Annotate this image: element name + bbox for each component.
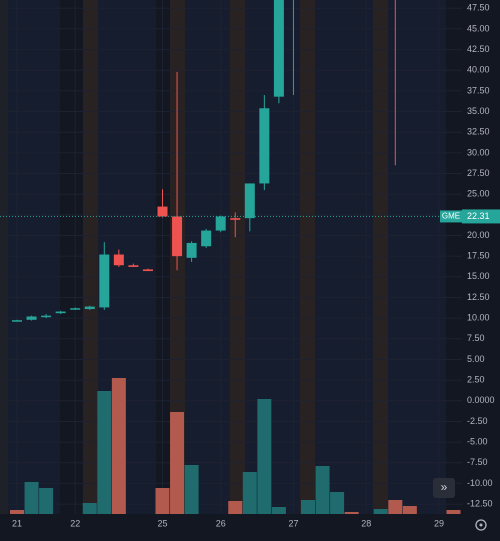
x-tick-label: 29 xyxy=(434,518,444,528)
y-tick-label: 15.00 xyxy=(467,271,490,281)
candle-body xyxy=(186,242,197,258)
volume-bar xyxy=(257,399,272,514)
candle-body xyxy=(157,206,168,217)
candle-body xyxy=(26,316,37,320)
x-tick-label: 21 xyxy=(12,518,22,528)
price-label: 22.31 xyxy=(467,211,490,221)
volume-bar xyxy=(184,465,199,514)
axes: 47.50 45.00 42.50 40.00 37.50 35.00 32.50 30.00… xyxy=(12,3,500,528)
candle-body xyxy=(244,183,255,219)
price-tag xyxy=(462,209,500,224)
x-tick-label: 26 xyxy=(216,518,226,528)
volume-bar xyxy=(82,503,97,514)
volume-bar xyxy=(39,488,54,514)
volume-bar xyxy=(271,507,286,514)
y-tick-label: 12.50 xyxy=(467,292,490,302)
candle-body xyxy=(55,311,66,314)
volume-bar xyxy=(10,510,24,514)
y-tick-label: 0.0000 xyxy=(467,395,495,405)
y-tick-label: 7.50 xyxy=(467,333,485,343)
volume-bar xyxy=(111,378,126,514)
grid xyxy=(0,0,462,514)
y-tick-label: -5.00 xyxy=(467,436,488,446)
volume-bar xyxy=(301,500,315,514)
y-tick-label: 10.00 xyxy=(467,313,490,323)
candle-body xyxy=(201,230,212,247)
volume-bar xyxy=(228,501,243,514)
y-tick-label: 35.00 xyxy=(467,106,490,116)
volume-bar xyxy=(242,472,257,514)
x-tick-label: 22 xyxy=(70,518,80,528)
svg-text:»: » xyxy=(441,480,448,494)
settings-button[interactable] xyxy=(475,519,487,531)
candle-body xyxy=(41,315,52,318)
x-tick-label: 25 xyxy=(157,518,167,528)
candle-body xyxy=(12,320,22,322)
x-tick-label: 27 xyxy=(288,518,298,528)
y-tick-label: 32.50 xyxy=(467,127,490,137)
y-tick-label: 47.50 xyxy=(467,3,490,13)
y-tick-label: 27.50 xyxy=(467,168,490,178)
volume-bar xyxy=(315,466,330,514)
candle-body xyxy=(273,0,284,97)
candle-body xyxy=(70,308,81,310)
candle-body xyxy=(84,306,95,310)
candle-body xyxy=(99,254,110,308)
y-tick-label: 2.50 xyxy=(467,375,485,385)
y-tick-label: -2.50 xyxy=(467,416,488,426)
volume-bar xyxy=(402,506,417,514)
y-tick-label: 25.00 xyxy=(467,189,490,199)
price-pane xyxy=(0,0,462,322)
y-tick-label: 40.00 xyxy=(467,65,490,75)
candle-body xyxy=(142,269,153,272)
y-tick-label: 20.00 xyxy=(467,230,490,240)
candle-body xyxy=(259,108,270,184)
symbol-label: GME xyxy=(442,212,460,221)
candle-body xyxy=(230,218,241,220)
y-tick-label: 37.50 xyxy=(467,85,490,95)
volume-bar xyxy=(373,509,388,514)
candle-body xyxy=(215,216,226,231)
candle-body xyxy=(113,254,124,266)
x-tick-label: 28 xyxy=(361,518,371,528)
volume-bar xyxy=(344,512,359,514)
y-tick-label: 42.50 xyxy=(467,44,490,54)
y-tick-label: -7.50 xyxy=(467,457,488,467)
symbol-tag xyxy=(440,210,462,223)
scroll-button[interactable]: » xyxy=(433,478,455,498)
volume-bar xyxy=(155,488,170,514)
volume-bar xyxy=(446,510,461,514)
volume-bar xyxy=(330,492,345,514)
y-tick-label: -10.00 xyxy=(467,478,493,488)
candle-body xyxy=(172,216,183,257)
y-tick-label: 17.50 xyxy=(467,251,490,261)
volume-bar xyxy=(170,412,185,514)
y-tick-label: 45.00 xyxy=(467,23,490,33)
candle-body xyxy=(128,265,139,267)
y-tick-label: 30.00 xyxy=(467,147,490,157)
y-tick-label: -12.50 xyxy=(467,498,493,508)
y-tick-label: 5.00 xyxy=(467,354,485,364)
volume-pane xyxy=(10,378,461,514)
volume-bar xyxy=(388,500,403,514)
volume-bar xyxy=(24,482,39,514)
volume-bar xyxy=(97,391,112,514)
